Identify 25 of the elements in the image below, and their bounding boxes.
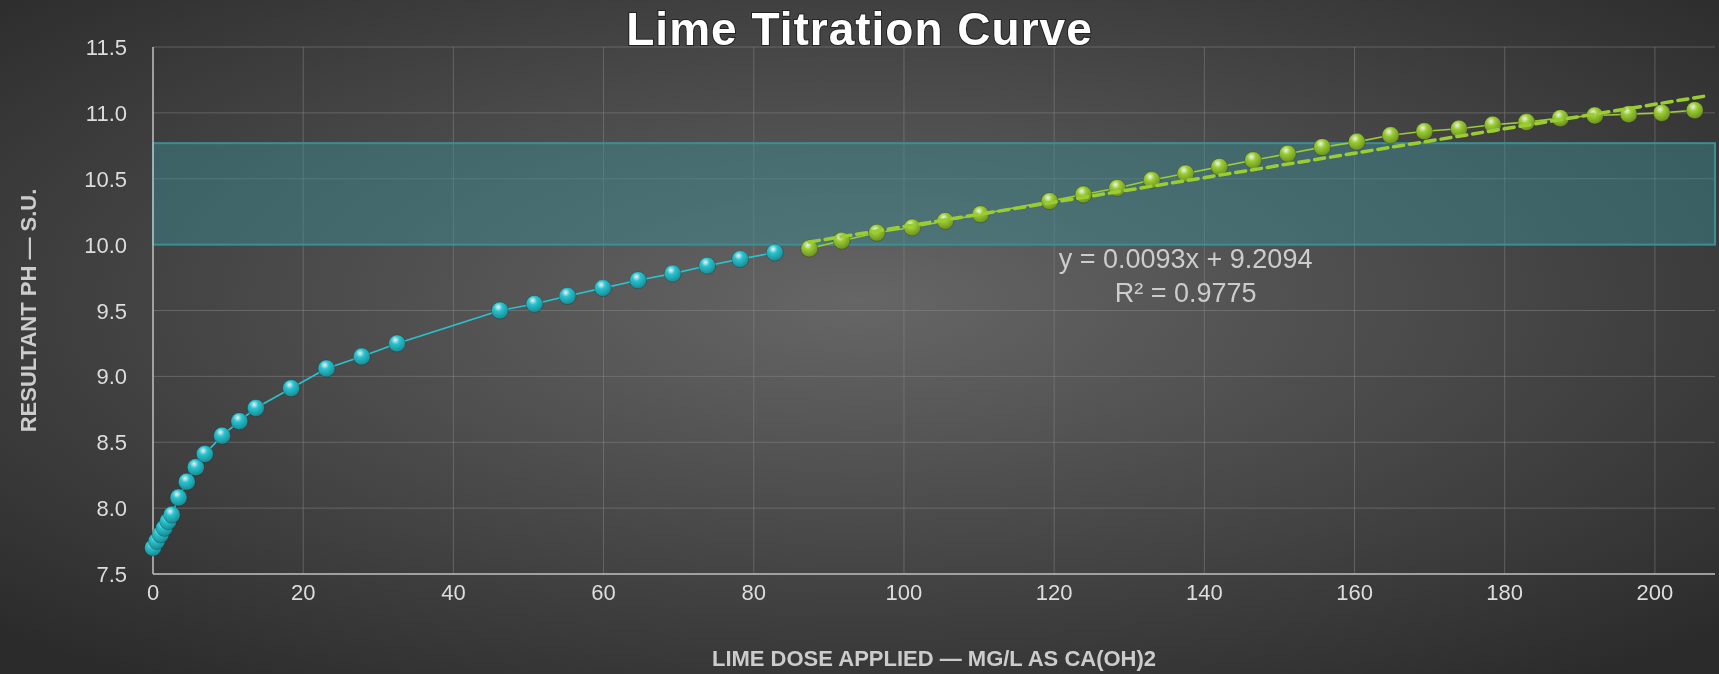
x-tick-label: 160 — [1336, 580, 1373, 605]
y-tick-label: 10.0 — [84, 232, 127, 258]
y-tick-label: 9.0 — [96, 364, 127, 390]
x-tick-label: 180 — [1486, 580, 1524, 605]
x-tick-label: 60 — [591, 580, 616, 605]
x-tick-label: 80 — [741, 580, 767, 605]
x-axis-title: LIME DOSE APPLIED — MG/L AS CA(OH)2 — [711, 646, 1157, 671]
y-tick-label: 9.5 — [96, 298, 127, 324]
x-tick-label: 200 — [1636, 580, 1674, 605]
x-tick-label: 100 — [885, 580, 923, 605]
x-tick-label: 140 — [1185, 580, 1223, 605]
x-tick-label: 20 — [290, 580, 316, 605]
x-tick-label: 40 — [441, 580, 466, 605]
x-tick-label: 120 — [1035, 580, 1073, 605]
y-axis-title: RESULTANT PH — S.U. — [16, 188, 41, 433]
x-tick-label: 0 — [146, 580, 160, 605]
y-tick-label: 8.0 — [96, 496, 127, 522]
y-tick-label: 11.0 — [85, 100, 127, 126]
y-tick-label: 8.5 — [96, 430, 127, 456]
y-tick-label: 7.5 — [96, 562, 127, 587]
y-tick-label: 10.5 — [84, 166, 127, 192]
annotation: y = 0.0093x + 9.2094 — [1058, 244, 1313, 275]
chart-title: Lime Titration Curve — [626, 3, 1093, 55]
y-tick-label: 11.5 — [85, 35, 127, 60]
annotation: R² = 0.9775 — [1114, 278, 1257, 309]
